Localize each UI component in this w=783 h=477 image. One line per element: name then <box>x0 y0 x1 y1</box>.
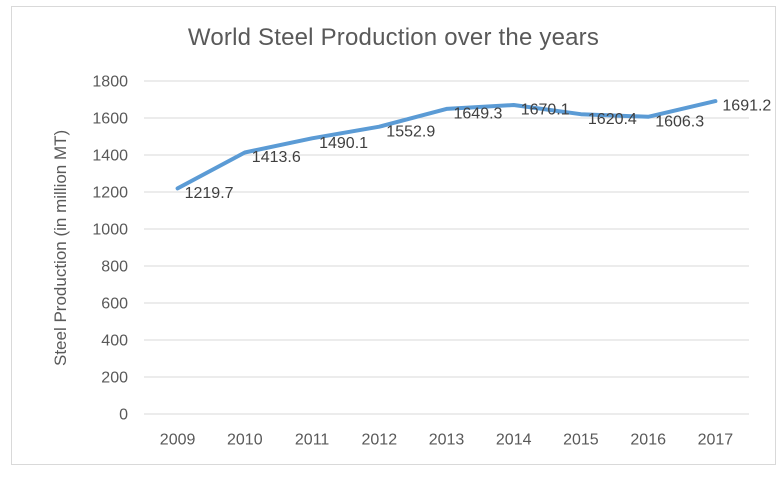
y-tick-label: 1000 <box>92 222 128 239</box>
y-tick-label: 400 <box>101 333 128 350</box>
series-line <box>175 99 718 191</box>
y-tick-label: 200 <box>101 370 128 387</box>
x-tick-label: 2011 <box>295 432 330 449</box>
data-label: 1691.2 <box>722 98 771 115</box>
data-label: 1670.1 <box>521 102 570 119</box>
y-tick-label: 600 <box>101 296 128 313</box>
data-label: 1649.3 <box>454 106 503 123</box>
x-tick-label: 2013 <box>429 432 465 449</box>
data-label: 1620.4 <box>588 111 637 128</box>
x-tick-label: 2009 <box>160 432 196 449</box>
x-tick-label: 2016 <box>630 432 666 449</box>
y-tick-label: 1200 <box>92 185 128 202</box>
y-tick-label: 0 <box>119 407 128 424</box>
y-tick-label: 1400 <box>92 148 128 165</box>
chart-border <box>11 6 776 465</box>
data-label: 1490.1 <box>319 135 368 152</box>
y-tick-label: 1600 <box>92 111 128 128</box>
x-tick-label: 2014 <box>496 432 532 449</box>
data-label: 1552.9 <box>386 123 435 140</box>
y-tick-label: 1800 <box>92 74 128 91</box>
x-tick-label: 2010 <box>227 432 263 449</box>
data-label: 1219.7 <box>185 185 234 202</box>
x-tick-label: 2017 <box>698 432 734 449</box>
y-tick-label: 800 <box>101 259 128 276</box>
chart-title: World Steel Production over the years <box>187 24 600 51</box>
x-tick-label: 2015 <box>563 432 599 449</box>
data-label: 1606.3 <box>655 113 704 130</box>
x-tick-label: 2012 <box>362 432 398 449</box>
data-label: 1413.6 <box>252 149 301 166</box>
